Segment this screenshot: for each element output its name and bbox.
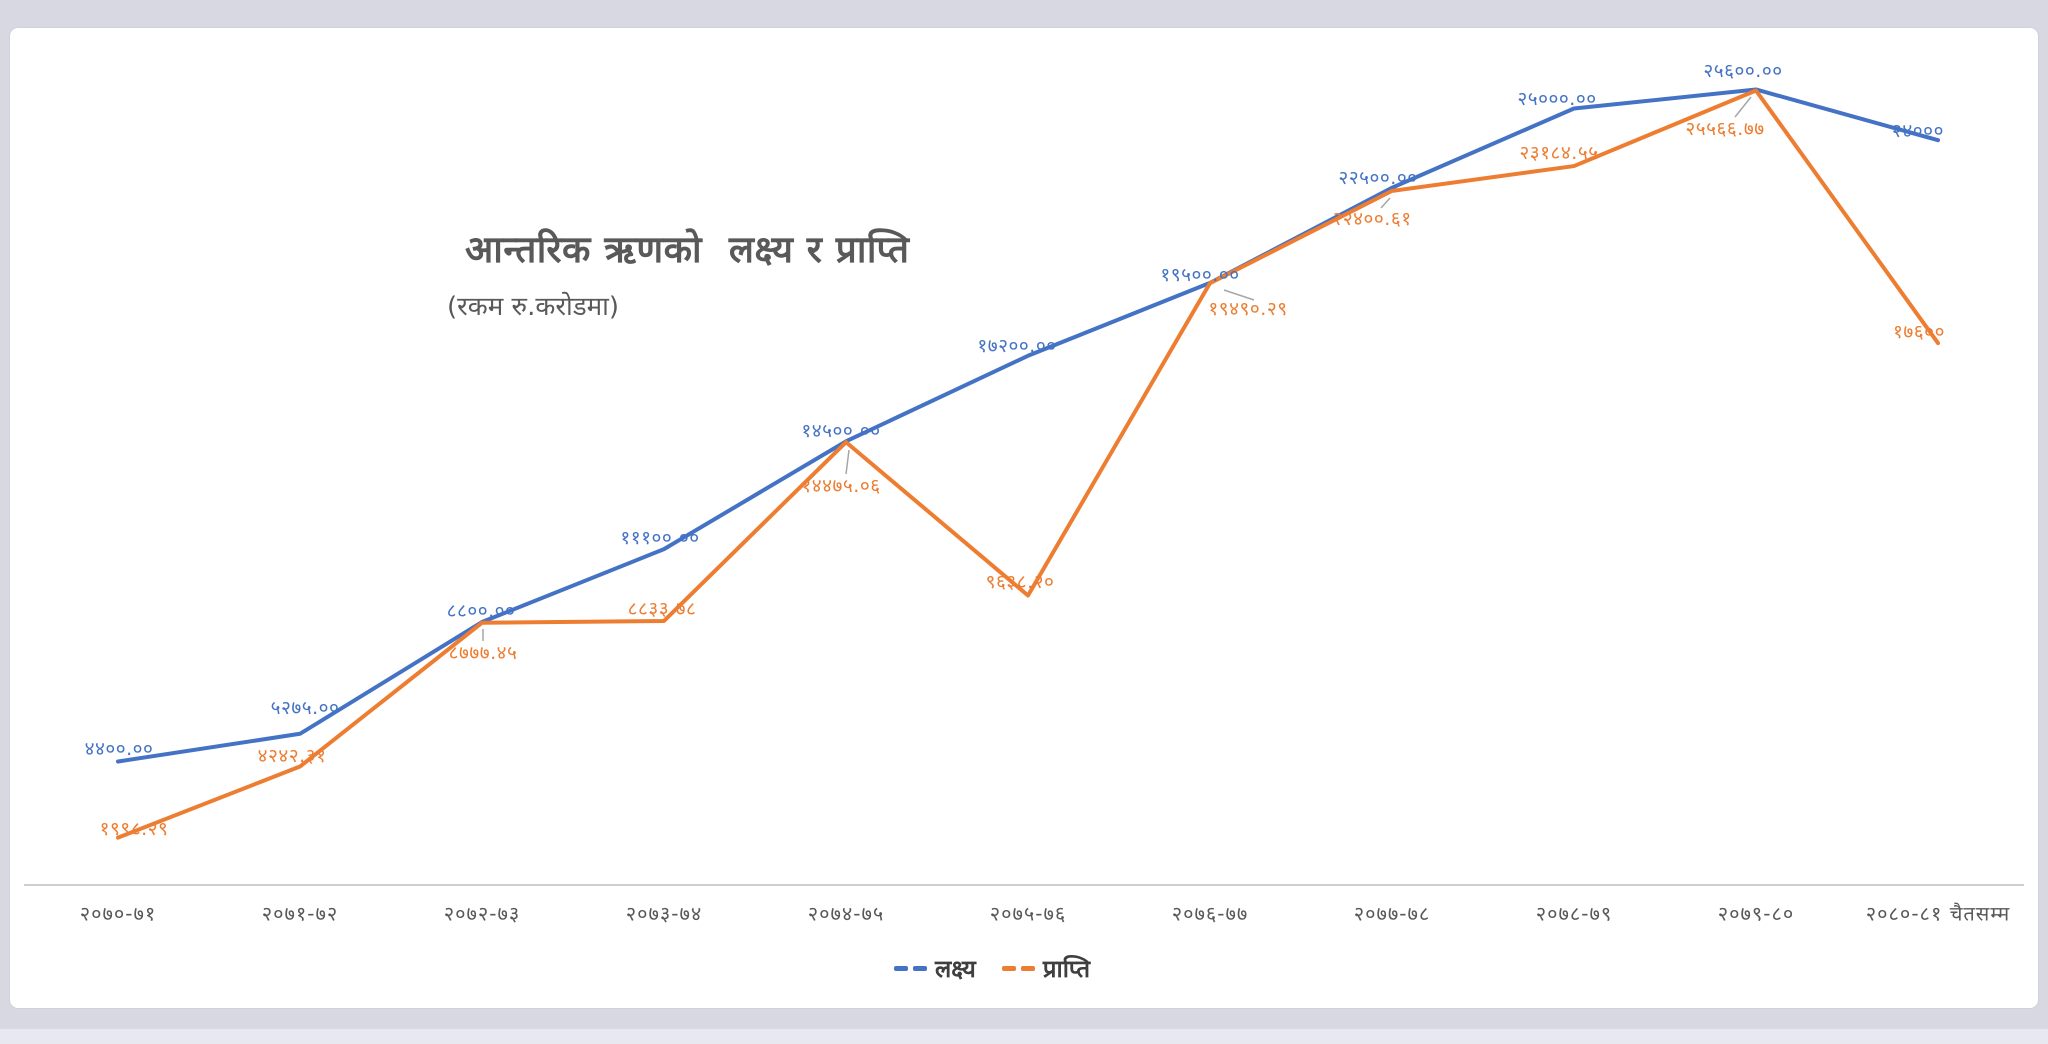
chart-card (10, 28, 2038, 1008)
label-leader-line (1223, 289, 1255, 301)
achievement-line (116, 88, 1940, 840)
label-leader-line (1734, 96, 1752, 118)
window-bottom-strip (0, 1029, 2048, 1044)
label-leader-line (1380, 197, 1391, 209)
label-leader-line (845, 449, 850, 475)
target-line (116, 87, 1940, 764)
